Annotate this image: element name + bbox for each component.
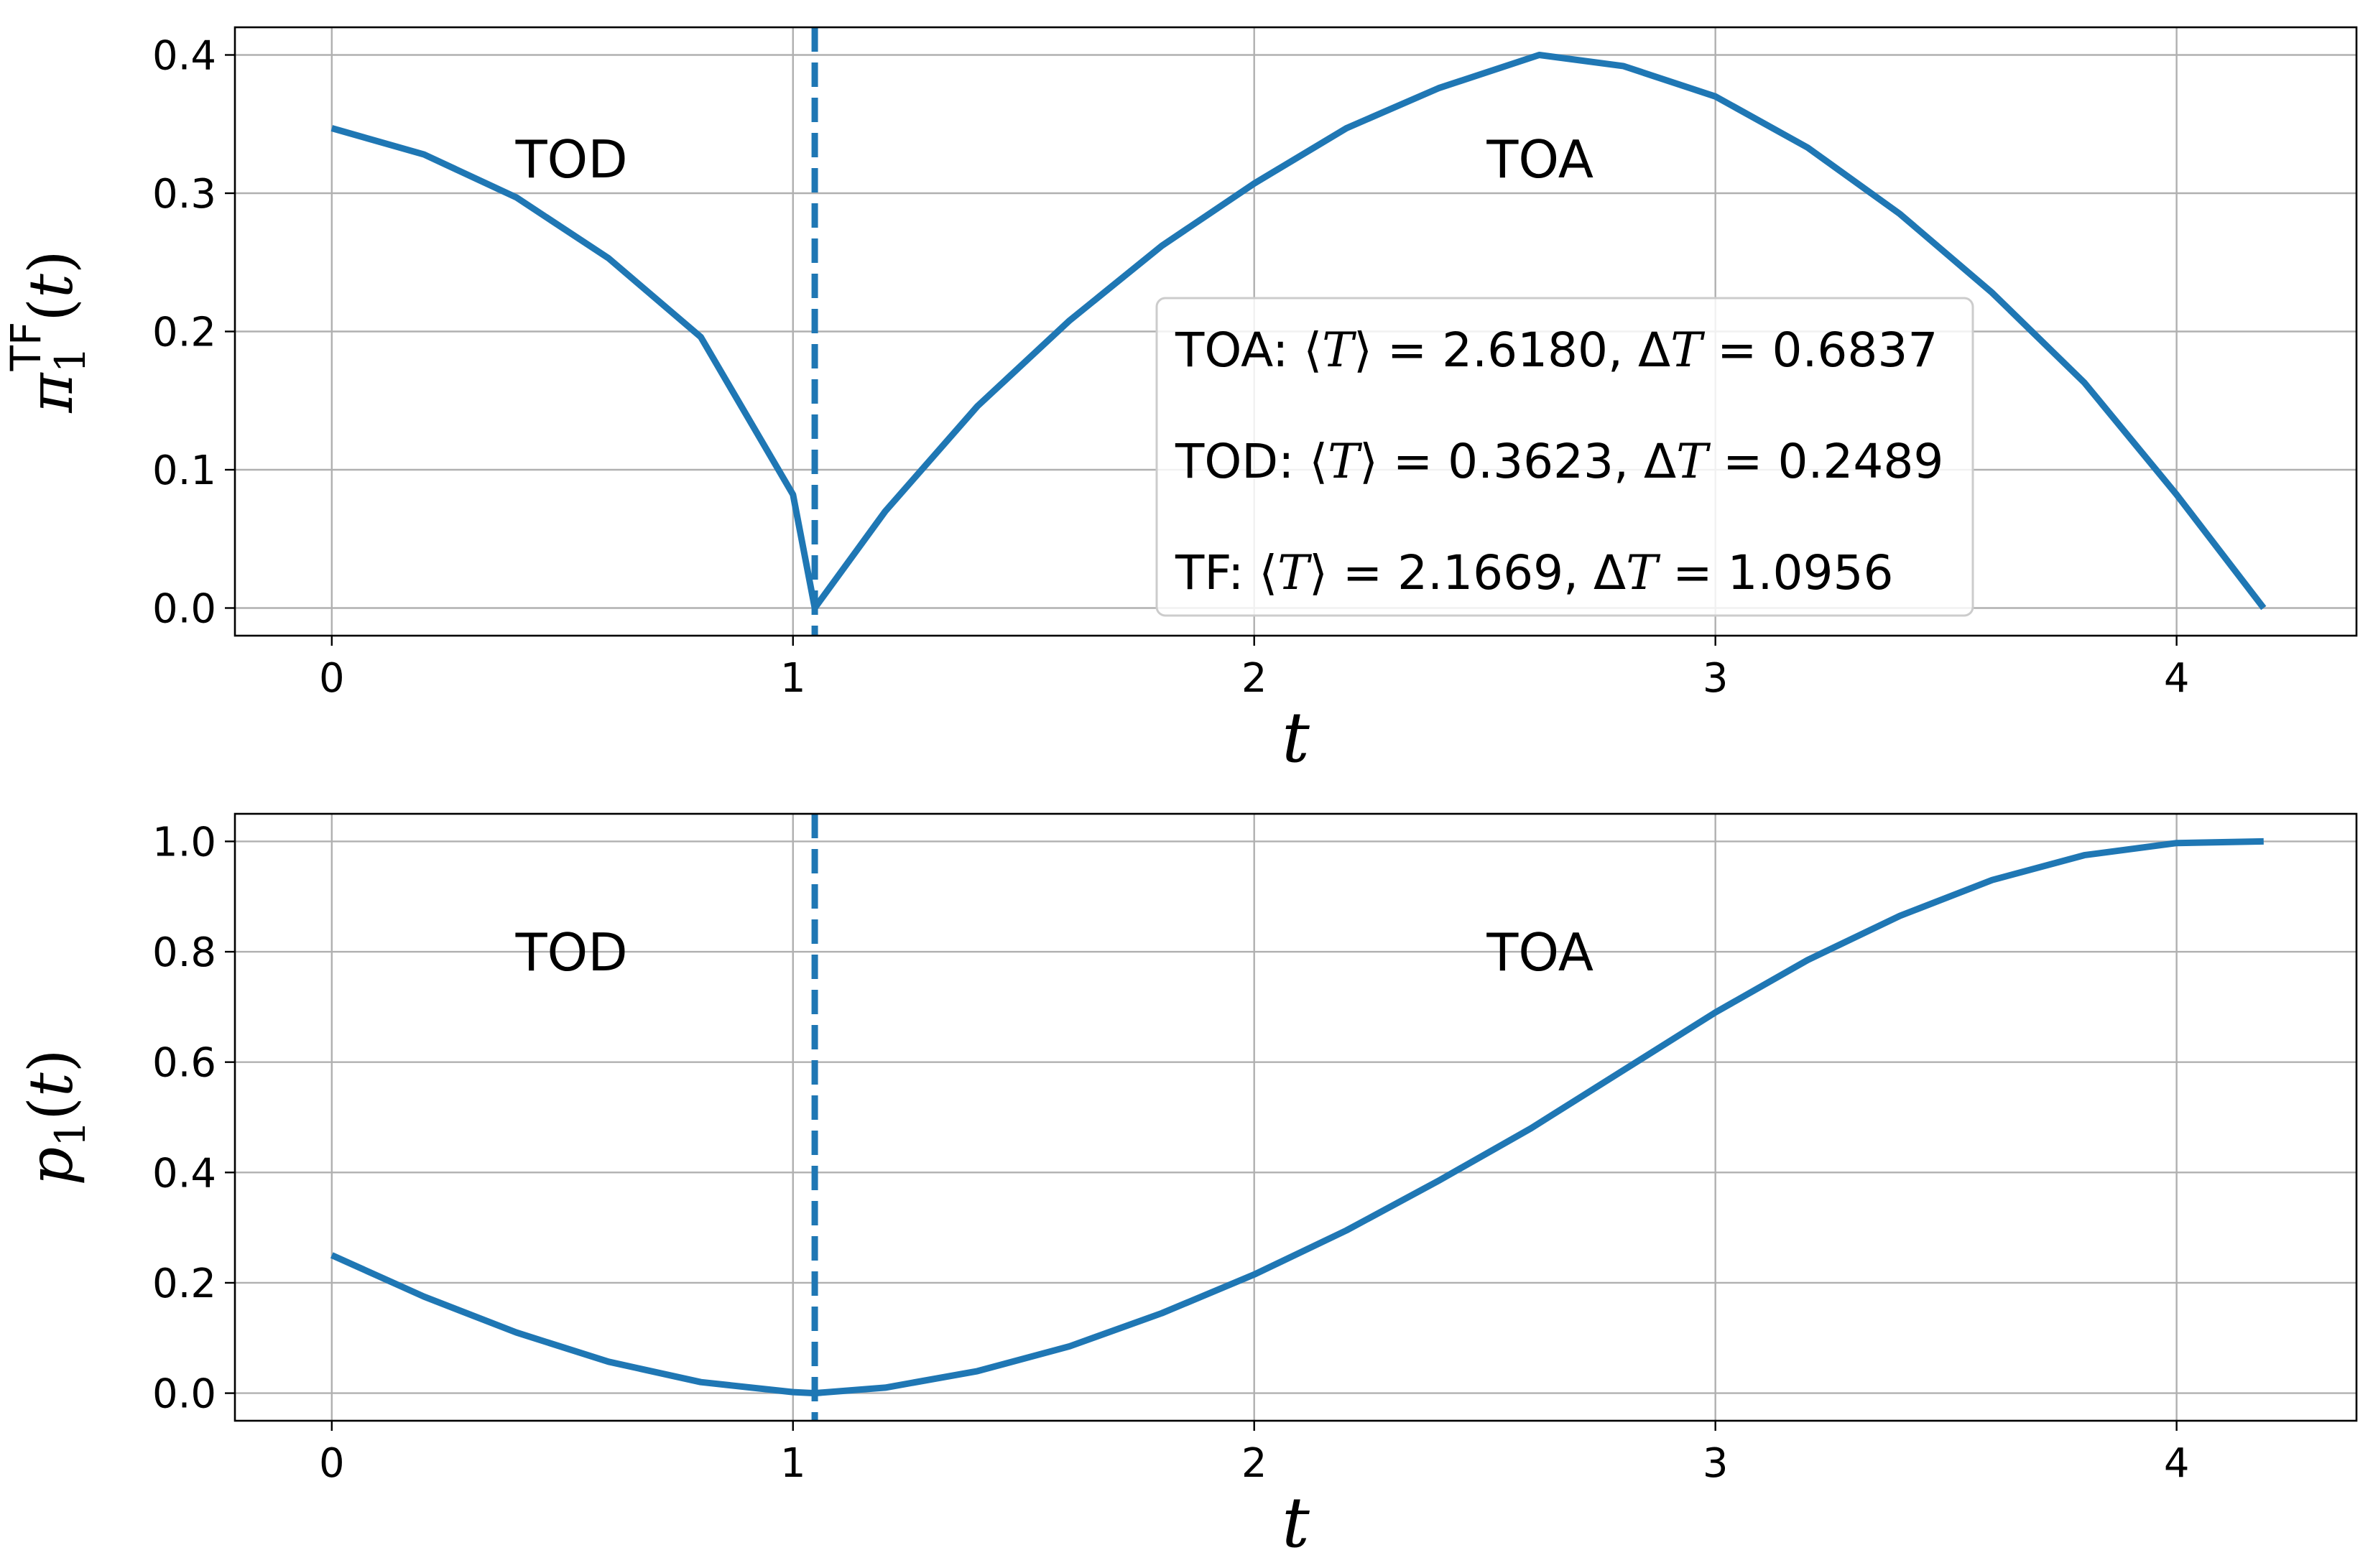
chart1-x-axis-label: t	[1282, 1483, 1310, 1563]
chart0-xtick-label-3: 3	[1703, 655, 1729, 702]
chart1-xtick-label-2: 2	[1241, 1440, 1267, 1487]
chart1-xtick-label-3: 3	[1703, 1440, 1729, 1487]
chart0-ytick-label-3: 0.3	[152, 171, 216, 218]
chart1-series-0	[330, 838, 2264, 1397]
chart0-xtick-label-1: 1	[780, 655, 806, 702]
chart0-region-label-tod: TOD	[515, 129, 628, 190]
chart0-series-0	[330, 52, 2267, 611]
stats-legend-box	[1155, 297, 1974, 617]
chart0-frame	[233, 26, 2358, 637]
chart0-region-label-toa: TOA	[1486, 129, 1593, 190]
chart1-axes: 0 1 2 3 4 0.0 0.2 0.4 0.6 0.8 1.0 TOD TOA t p1(t)	[16, 812, 2358, 1563]
chart0-ytick-label-2: 0.2	[152, 310, 216, 356]
chart1-frame	[233, 812, 2358, 1422]
chart0-y-axis-label: π1TF(t)	[1, 250, 95, 413]
chart1-ytick-label-5: 1.0	[152, 819, 216, 866]
chart0-xtick-label-0: 0	[319, 655, 345, 702]
chart1-y-axis-label: p1(t)	[16, 1049, 95, 1185]
chart1-ytick-label-0: 0.0	[152, 1371, 216, 1418]
chart1-xtick-label-4: 4	[2164, 1440, 2190, 1487]
stats-line-toa: TOA: ⟨T⟩ = 2.6180, ΔT = 0.6837	[1175, 323, 1938, 378]
chart0-ytick-label-0: 0.0	[152, 586, 216, 633]
chart1-ytick-label-1: 0.2	[152, 1261, 216, 1307]
chart1-ytick-label-4: 0.8	[152, 929, 216, 976]
chart0-xtick-label-4: 4	[2164, 655, 2190, 702]
chart0-axes: 0 1 2 3 4 0.0 0.1 0.2 0.3 0.4 TOD TOA TOA: ⟨T⟩ = 2.6…	[1, 26, 2358, 778]
chart1-xtick-label-1: 1	[780, 1440, 806, 1487]
stats-line-tod: TOD: ⟨T⟩ = 0.3623, ΔT = 0.2489	[1175, 434, 1943, 489]
chart1-region-label-toa: TOA	[1486, 922, 1593, 983]
chart0-xtick-label-2: 2	[1241, 655, 1267, 702]
stats-line-tf: TF: ⟨T⟩ = 2.1669, ΔT = 1.0956	[1175, 545, 1893, 600]
chart0-ytick-label-4: 0.4	[152, 33, 216, 80]
chart0-ytick-label-1: 0.1	[152, 447, 216, 494]
chart1-region-label-tod: TOD	[515, 922, 628, 983]
chart1-ytick-label-2: 0.4	[152, 1150, 216, 1197]
chart0-x-axis-label: t	[1282, 697, 1310, 778]
chart1-xtick-label-0: 0	[319, 1440, 345, 1487]
chart1-ytick-label-3: 0.6	[152, 1040, 216, 1087]
